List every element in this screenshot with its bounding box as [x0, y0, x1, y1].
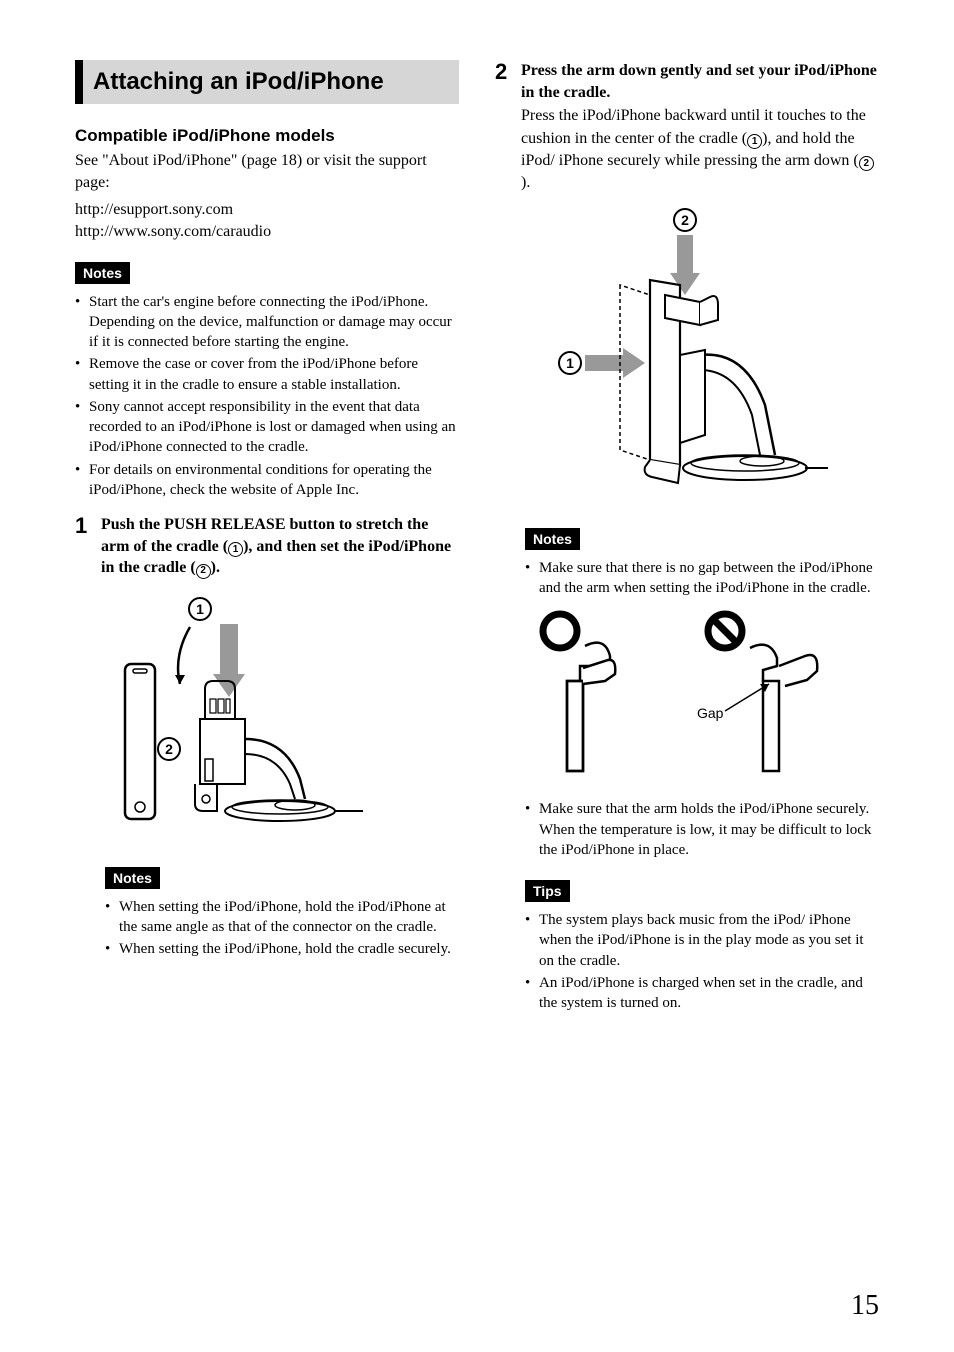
svg-text:2: 2: [681, 212, 689, 228]
tip-item: An iPod/iPhone is charged when set in th…: [525, 973, 879, 1014]
tips-label: Tips: [525, 880, 570, 902]
step-number: 2: [495, 60, 521, 195]
notes-list-2: When setting the iPod/iPhone, hold the i…: [105, 897, 459, 960]
gap-label-text: Gap: [697, 705, 724, 721]
note-item: When setting the iPod/iPhone, hold the i…: [105, 897, 459, 938]
url-caraudio: http://www.sony.com/caraudio: [75, 221, 459, 243]
note-item: Sony cannot accept responsibility in the…: [75, 397, 459, 458]
step-2-text: Press the iPod/iPhone backward until it …: [521, 105, 879, 195]
svg-text:1: 1: [196, 601, 204, 617]
diagram-gap: Gap: [525, 606, 879, 791]
left-column: Attaching an iPod/iPhone Compatible iPod…: [75, 60, 459, 1260]
notes-label-1: Notes: [75, 262, 130, 284]
tip-item: The system plays back music from the iPo…: [525, 910, 879, 971]
compat-heading: Compatible iPod/iPhone models: [75, 126, 459, 146]
note-item: Make sure that there is no gap between t…: [525, 558, 879, 599]
step-1-title-c: ).: [211, 559, 220, 576]
url-esupport: http://esupport.sony.com: [75, 199, 459, 221]
notes-list-3: Make sure that there is no gap between t…: [525, 558, 879, 599]
step-2-text-c: ).: [521, 174, 530, 191]
circled-2-icon: 2: [859, 156, 874, 171]
step-1-title: Push the PUSH RELEASE button to stretch …: [101, 516, 451, 576]
note-item: Start the car's engine before connecting…: [75, 292, 459, 353]
svg-text:1: 1: [566, 355, 574, 371]
diagram-step-2: 2 1: [550, 205, 879, 500]
diagram-step-1: 1 2: [105, 589, 459, 839]
note-item: Make sure that the arm holds the iPod/iP…: [525, 799, 879, 860]
note-item: Remove the case or cover from the iPod/i…: [75, 354, 459, 395]
circled-2-icon: 2: [196, 564, 211, 579]
note-item: For details on environmental conditions …: [75, 460, 459, 501]
notes-list-1: Start the car's engine before connecting…: [75, 292, 459, 501]
step-1: 1 Push the PUSH RELEASE button to stretc…: [75, 514, 459, 579]
svg-text:2: 2: [165, 741, 173, 757]
right-column: 2 Press the arm down gently and set your…: [495, 60, 879, 1260]
notes-label-3: Notes: [525, 528, 580, 550]
circled-1-icon: 1: [747, 134, 762, 149]
compat-text: See "About iPod/iPhone" (page 18) or vis…: [75, 150, 459, 195]
section-title-bar: Attaching an iPod/iPhone: [75, 60, 459, 104]
step-2: 2 Press the arm down gently and set your…: [495, 60, 879, 195]
circled-1-icon: 1: [228, 542, 243, 557]
notes-list-3b: Make sure that the arm holds the iPod/iP…: [525, 799, 879, 860]
step-number: 1: [75, 514, 101, 579]
tips-list: The system plays back music from the iPo…: [525, 910, 879, 1013]
notes-label-2: Notes: [105, 867, 160, 889]
section-title: Attaching an iPod/iPhone: [93, 68, 449, 96]
note-item: When setting the iPod/iPhone, hold the c…: [105, 939, 459, 959]
page-number: 15: [851, 1290, 879, 1322]
step-2-title: Press the arm down gently and set your i…: [521, 60, 879, 103]
